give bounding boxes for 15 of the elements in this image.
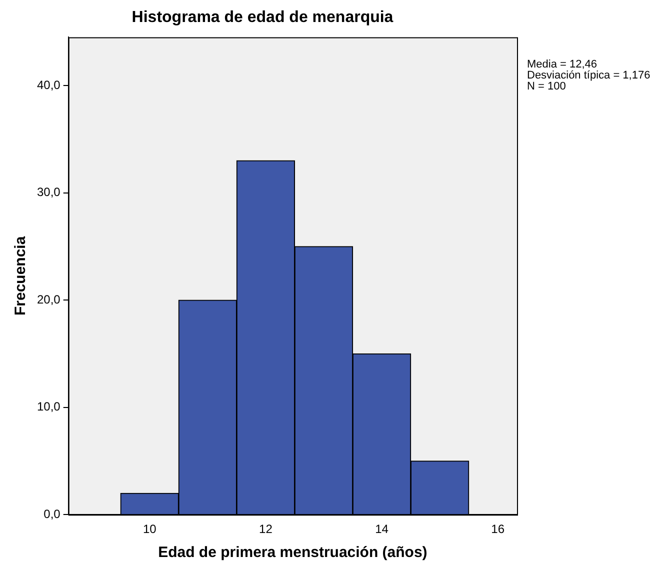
text: N = 100 bbox=[527, 80, 566, 93]
y-tick-label: 0,0 bbox=[44, 506, 61, 521]
x-tick-label: 14 bbox=[375, 522, 389, 536]
text: Desviación típica = 1,176 bbox=[527, 70, 650, 82]
chart-title: Histograma de edad de menarquia bbox=[132, 9, 394, 26]
text: Media = 12,46 bbox=[527, 58, 598, 71]
x-axis-title: Edad de primera menstruación (años) bbox=[158, 544, 428, 562]
y-tick-label: 20,0 bbox=[36, 292, 61, 306]
x-tick-label: 16 bbox=[491, 522, 505, 536]
x-tick-label: 12 bbox=[259, 522, 273, 536]
y-tick-label: 40,0 bbox=[36, 78, 61, 92]
y-tick-label: 10,0 bbox=[36, 400, 61, 414]
y-tick-label: 30,0 bbox=[36, 185, 61, 200]
y-axis-title: Frecuencia bbox=[12, 236, 30, 316]
x-tick-label: 10 bbox=[142, 522, 157, 536]
